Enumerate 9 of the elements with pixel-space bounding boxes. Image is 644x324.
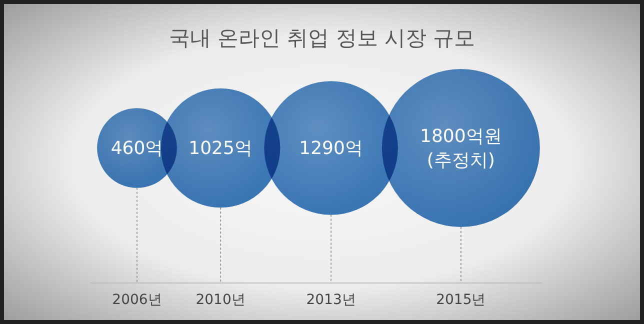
category-label: 2010년 <box>196 292 246 308</box>
category-label: 2013년 <box>306 292 356 308</box>
category-label: 2015년 <box>436 292 486 308</box>
text: 국내 온라인 취업 정보 시장 규모 <box>168 26 476 50</box>
category-label: 2006년 <box>112 292 162 308</box>
data-label: 1800억원 (추정치) <box>420 126 502 171</box>
data-label: 1290억 <box>299 138 363 159</box>
data-label: 460억 <box>110 138 164 159</box>
data-label: 1025억 <box>188 138 252 159</box>
